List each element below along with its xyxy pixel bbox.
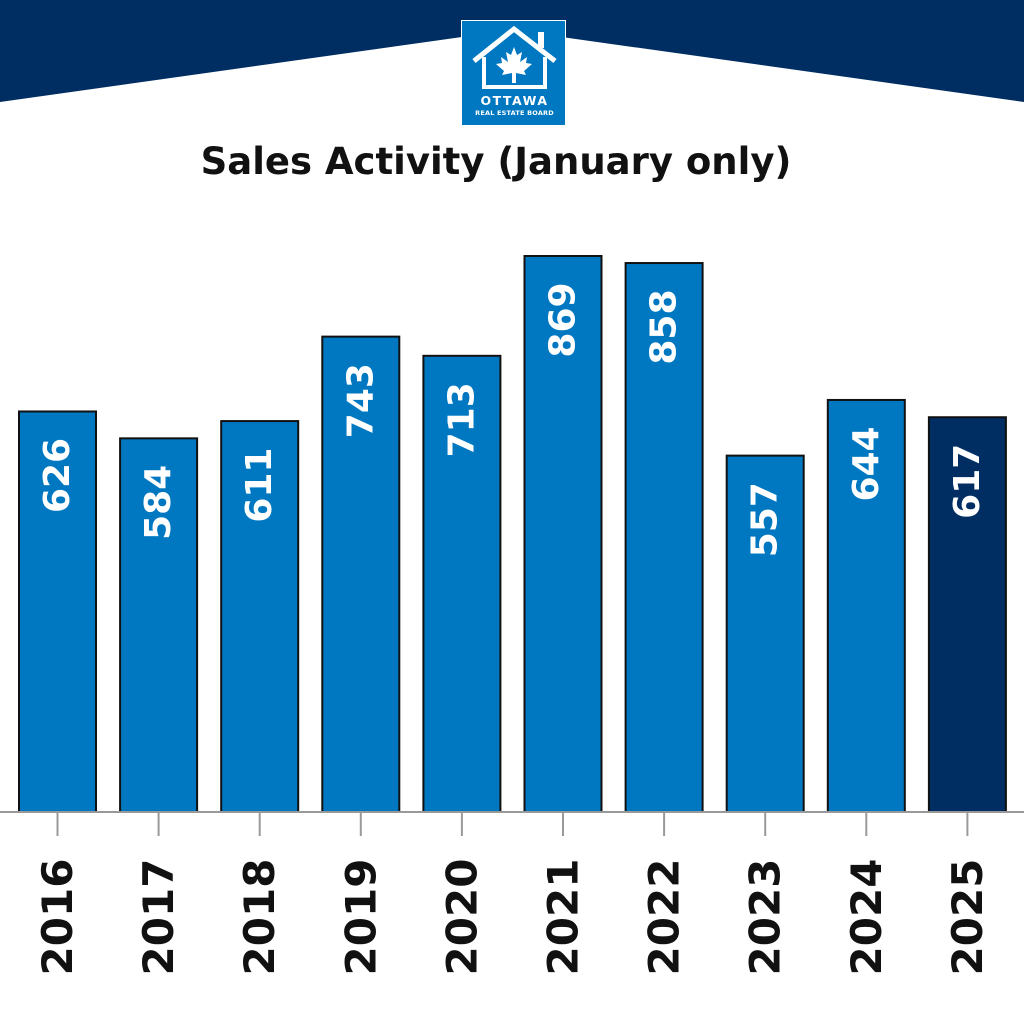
tick-label-2021: 2021 — [539, 859, 588, 976]
tick-label-2019: 2019 — [336, 859, 385, 976]
logo-wordmark: OTTAWA — [480, 93, 549, 108]
header-banner — [0, 0, 1024, 102]
data-label-2021: 869 — [543, 282, 584, 357]
tick-label-2016: 2016 — [33, 859, 82, 976]
data-label-2024: 644 — [846, 426, 887, 501]
header-banner-shape — [0, 0, 1024, 102]
data-label-2022: 858 — [644, 289, 685, 364]
bar-2024 — [826, 398, 906, 813]
ottawa-real-estate-board-logo: OTTAWA REAL ESTATE BOARD — [461, 20, 566, 126]
data-label-2019: 743 — [340, 363, 381, 438]
tick-label-2022: 2022 — [640, 859, 689, 976]
logo-subtitle: REAL ESTATE BOARD — [475, 109, 554, 117]
data-label-2018: 611 — [239, 447, 280, 522]
chart-title: Sales Activity (January only) — [200, 140, 792, 183]
tick-label-2025: 2025 — [943, 859, 992, 976]
data-label-2017: 584 — [138, 465, 179, 540]
bar-2022 — [624, 262, 704, 813]
data-label-2023: 557 — [745, 482, 786, 557]
bar-2021 — [523, 255, 603, 813]
bar-2020 — [422, 354, 502, 813]
data-label-2020: 713 — [441, 382, 482, 457]
data-label-2016: 626 — [37, 438, 78, 513]
data-label-2025: 617 — [947, 444, 988, 519]
tick-label-2018: 2018 — [235, 859, 284, 976]
bar-2023 — [725, 454, 805, 813]
tick-label-2020: 2020 — [437, 859, 486, 976]
x-axis-ticks: 2016 2017 2018 2019 2020 2021 2022 2023 2024 2025 — [33, 812, 992, 975]
tick-label-2017: 2017 — [134, 859, 183, 976]
tick-label-2023: 2023 — [741, 859, 790, 976]
bar-2025 — [927, 416, 1007, 813]
bars-layer: 626 584 611 743 713 869 858 557 644 617 — [18, 255, 1007, 813]
tick-label-2024: 2024 — [842, 859, 891, 976]
house-maple-leaf-icon — [472, 25, 557, 89]
